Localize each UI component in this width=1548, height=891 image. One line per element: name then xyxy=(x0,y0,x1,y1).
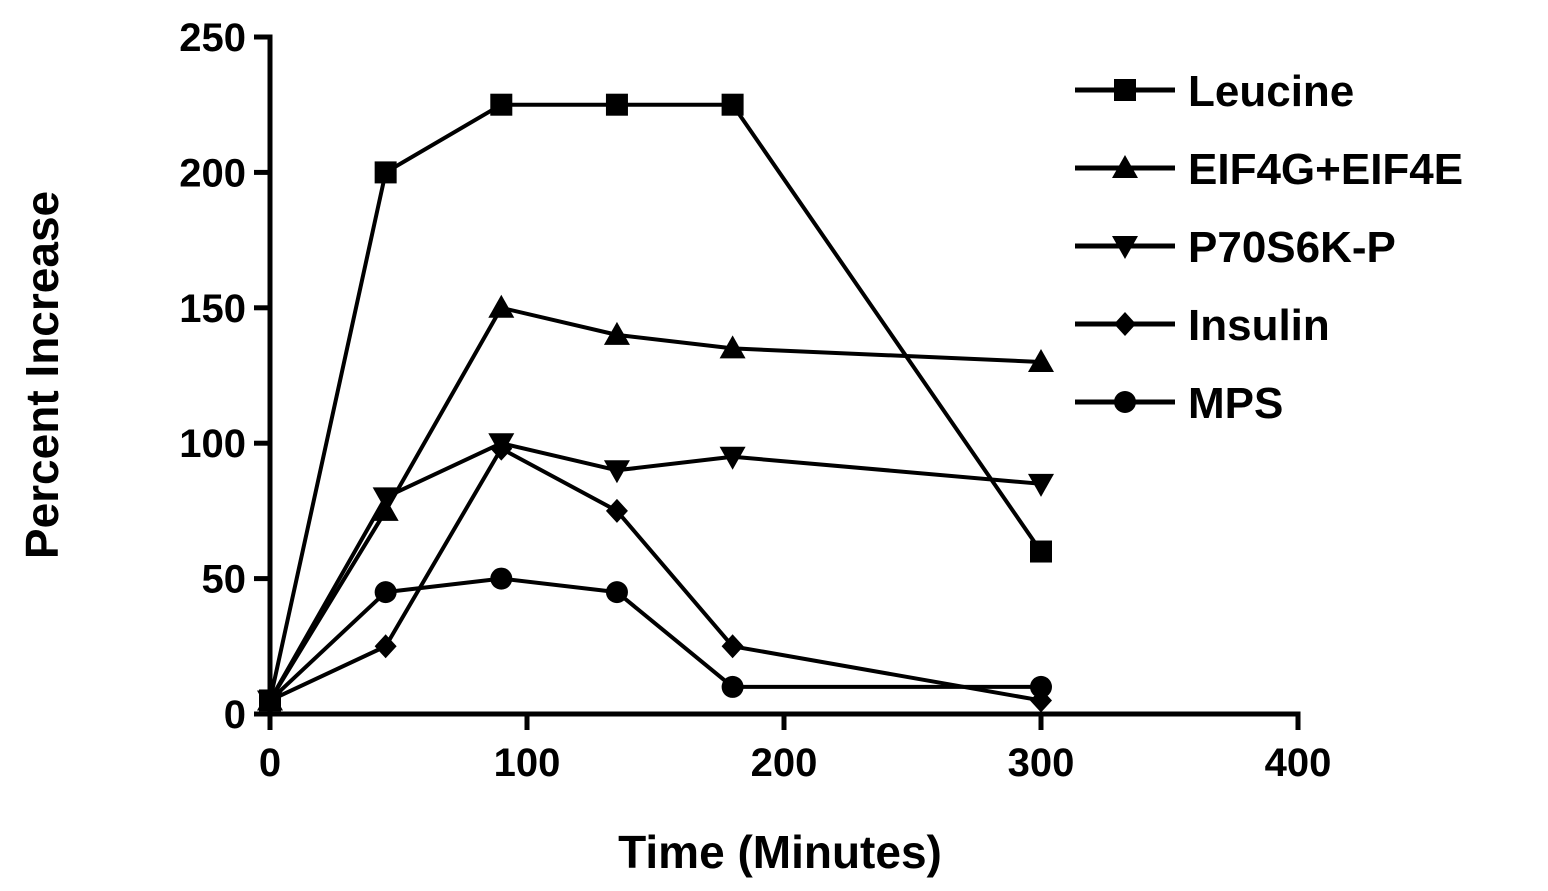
data-point-eif4g-eif4e xyxy=(719,335,746,359)
legend-marker-insulin xyxy=(1114,312,1136,336)
data-point-p70s6k-p xyxy=(372,487,399,511)
legend: Leucine EIF4G+EIF4E P70S6K-P Insulin MPS xyxy=(1075,67,1463,428)
series-insulin xyxy=(259,436,1052,713)
data-point-mps xyxy=(721,675,744,698)
series-line-eif4g-eif4e xyxy=(268,305,1042,702)
legend-item-p70s6k-p: P70S6K-P xyxy=(1075,223,1396,272)
data-point-mps xyxy=(259,689,281,712)
data-point-mps xyxy=(490,567,513,590)
data-point-mps xyxy=(605,581,628,604)
data-point-p70s6k-p xyxy=(719,446,746,470)
data-point-eif4g-eif4e xyxy=(488,294,515,318)
axes: 0 50 100 150 200 250 0 100 200 300 400 xyxy=(179,16,1331,785)
x-tick-label: 100 xyxy=(494,741,561,785)
data-point-p70s6k-p xyxy=(1028,473,1054,497)
data-point-p70s6k-p xyxy=(603,460,630,484)
data-point-leucine xyxy=(605,93,628,116)
y-tick-label: 250 xyxy=(179,16,246,60)
data-point-leucine xyxy=(721,93,744,116)
x-tick-label: 300 xyxy=(1008,741,1075,785)
x-axis-title: Time (Minutes) xyxy=(618,826,942,878)
series-line-p70s6k-p xyxy=(268,441,1042,702)
data-point-leucine xyxy=(374,161,397,184)
legend-item-eif4g-eif4e: EIF4G+EIF4E xyxy=(1075,145,1463,194)
y-tick-label: 100 xyxy=(179,422,246,466)
legend-marker-leucine xyxy=(1114,79,1136,101)
series-line-leucine xyxy=(268,102,1043,701)
x-tick-label: 0 xyxy=(259,741,281,785)
y-tick-label: 200 xyxy=(179,151,246,195)
legend-marker-p70s6k-p xyxy=(1112,236,1138,259)
y-tick-label: 0 xyxy=(224,693,246,737)
legend-label: MPS xyxy=(1188,379,1283,428)
data-point-insulin xyxy=(721,634,744,659)
legend-marker-mps xyxy=(1114,391,1136,413)
legend-label: P70S6K-P xyxy=(1188,223,1396,272)
data-point-mps xyxy=(1030,675,1052,698)
legend-item-mps: MPS xyxy=(1075,379,1283,428)
data-point-insulin xyxy=(605,498,628,523)
y-tick-label: 150 xyxy=(179,287,246,331)
data-point-insulin xyxy=(490,436,513,461)
data-point-eif4g-eif4e xyxy=(603,321,630,345)
data-point-insulin xyxy=(374,634,397,659)
x-tick-label: 400 xyxy=(1265,741,1332,785)
legend-label: Leucine xyxy=(1188,67,1354,116)
axis-lines xyxy=(267,34,1301,717)
legend-item-leucine: Leucine xyxy=(1075,67,1354,116)
data-point-leucine xyxy=(490,93,513,116)
y-axis-title: Percent Increase xyxy=(16,191,68,559)
series-leucine xyxy=(259,93,1052,712)
data-point-leucine xyxy=(1030,540,1052,563)
data-point-mps xyxy=(374,581,397,604)
y-tick-label: 50 xyxy=(202,558,247,602)
legend-item-insulin: Insulin xyxy=(1075,301,1330,350)
series-mps xyxy=(259,567,1052,712)
data-point-eif4g-eif4e xyxy=(1028,348,1054,372)
legend-label: EIF4G+EIF4E xyxy=(1188,145,1463,194)
series-line-insulin xyxy=(269,446,1042,703)
x-tick-label: 200 xyxy=(751,741,818,785)
legend-marker-eif4g-eif4e xyxy=(1112,155,1138,178)
series-line-mps xyxy=(268,576,1041,702)
legend-label: Insulin xyxy=(1188,301,1330,350)
series-p70s6k-p xyxy=(257,433,1054,714)
series-layer xyxy=(257,93,1054,714)
